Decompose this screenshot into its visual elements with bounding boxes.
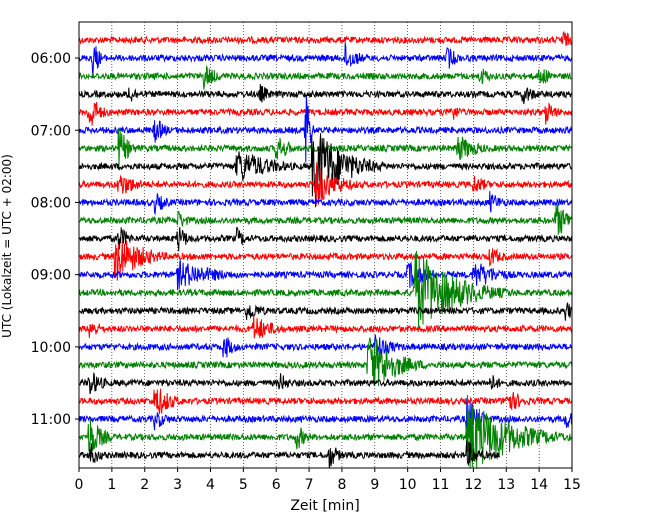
- seismic-trace: [78, 394, 573, 469]
- seismic-trace: [78, 226, 573, 252]
- x-tick-label: 12: [464, 477, 482, 493]
- seismic-traces: [78, 31, 573, 469]
- y-tick-label: 08:00: [31, 195, 71, 211]
- x-tick-label: 9: [370, 477, 379, 493]
- x-tick-label: 14: [530, 477, 548, 493]
- vertical-grid: [111, 22, 540, 468]
- y-axis-ticks: 06:00 07:00 08:00 09:00 10:00 11:00: [31, 51, 79, 428]
- x-axis-ticks: 0 1 2 3 4 5 6 7 8 9 10 11 12 13 14 15: [75, 468, 581, 493]
- seismic-trace: [78, 83, 573, 105]
- seismic-trace: [78, 259, 573, 291]
- seismic-trace: [78, 42, 573, 79]
- seismic-trace: [78, 372, 573, 395]
- seismic-trace: [78, 128, 573, 167]
- seismic-trace: [78, 162, 573, 206]
- x-tick-label: 1: [107, 477, 116, 493]
- x-tick-label: 5: [239, 477, 248, 493]
- seismic-trace: [78, 204, 573, 235]
- x-tick-label: 7: [305, 477, 314, 493]
- seismic-trace: [78, 334, 573, 358]
- seismic-trace: [78, 101, 573, 126]
- y-tick-label: 11:00: [31, 412, 71, 428]
- seismic-trace: [78, 397, 573, 437]
- x-tick-label: 4: [206, 477, 215, 493]
- seismic-trace: [78, 240, 573, 281]
- y-tick-label: 06:00: [31, 51, 71, 67]
- seismic-trace: [78, 31, 573, 47]
- y-tick-label: 07:00: [31, 123, 71, 139]
- x-tick-label: 6: [272, 477, 281, 493]
- seismic-trace: [78, 133, 573, 208]
- x-tick-label: 3: [173, 477, 182, 493]
- x-tick-label: 2: [140, 477, 149, 493]
- x-tick-label: 10: [399, 477, 417, 493]
- y-tick-label: 09:00: [31, 268, 71, 284]
- seismic-trace: [78, 337, 573, 387]
- y-axis-label: UTC (Lokalzeit = UTC + 02:00): [0, 154, 14, 338]
- seismic-trace: [78, 64, 573, 90]
- x-tick-label: 8: [337, 477, 346, 493]
- x-tick-label: 15: [563, 477, 581, 493]
- seismic-trace: [78, 96, 573, 163]
- plot-frame: [78, 21, 573, 469]
- x-axis-label: Zeit [min]: [290, 498, 359, 514]
- x-tick-label: 11: [432, 477, 450, 493]
- seismic-trace: [78, 250, 573, 329]
- x-tick-label: 13: [497, 477, 515, 493]
- seismic-trace: [78, 440, 501, 469]
- x-tick-label: 0: [75, 477, 84, 493]
- seismic-trace: [78, 314, 573, 339]
- seismic-trace: [78, 191, 573, 216]
- y-tick-label: 10:00: [31, 340, 71, 356]
- seismic-trace: [78, 302, 573, 321]
- seismic-trace: [78, 388, 573, 415]
